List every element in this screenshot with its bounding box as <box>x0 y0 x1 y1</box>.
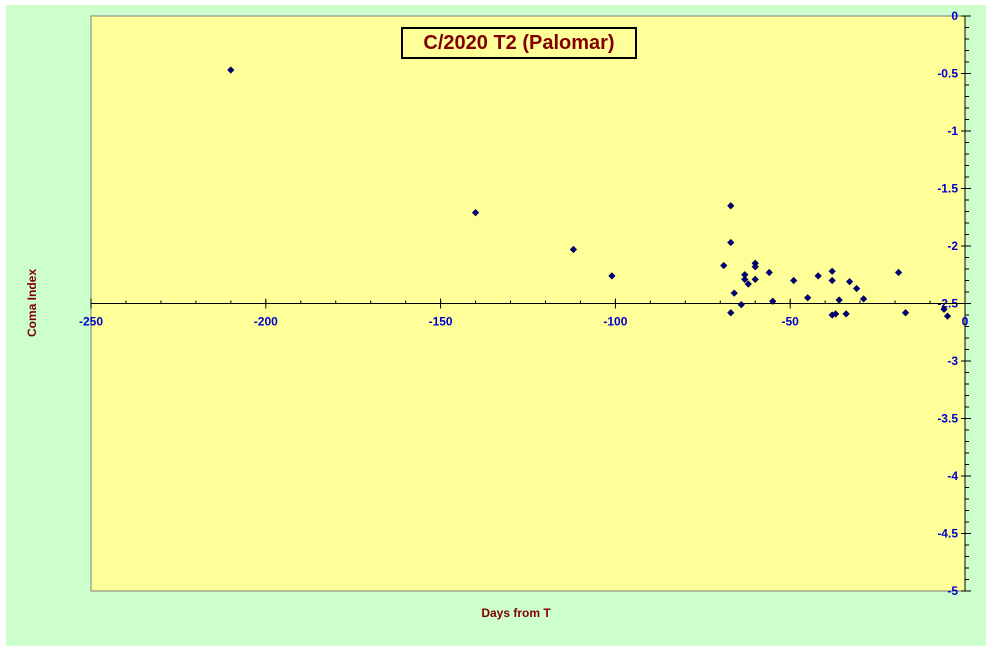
data-point <box>842 310 850 318</box>
y-axis: 0-0.5-1-1.5-2-2.5-3-3.5-4-4.5-5 <box>937 9 971 598</box>
data-point <box>227 66 235 74</box>
x-tick-label: 0 <box>962 315 969 329</box>
scatter-chart: 0-0.5-1-1.5-2-2.5-3-3.5-4-4.5-5 -250 -200… <box>25 9 971 620</box>
y-tick-label: 0 <box>951 9 958 23</box>
x-tick-label: -250 <box>79 315 103 329</box>
data-point <box>720 261 728 270</box>
x-tick-label: -150 <box>429 315 453 329</box>
data-point <box>852 284 861 293</box>
data-point <box>569 245 578 254</box>
data-point <box>846 278 854 286</box>
x-tick-label: -50 <box>782 315 800 329</box>
data-point <box>832 310 840 318</box>
x-axis: -250 -200 -150 -100 -50 0 <box>79 298 969 329</box>
y-tick-label: -1 <box>947 124 958 138</box>
data-point <box>741 275 749 283</box>
y-tick-label: -1.5 <box>937 182 958 196</box>
data-point <box>804 294 812 302</box>
data-point <box>727 309 735 317</box>
data-point <box>894 268 903 277</box>
data-point <box>744 280 752 288</box>
data-point <box>751 263 759 271</box>
data-point <box>901 309 910 317</box>
data-point <box>859 295 868 303</box>
data-point <box>943 312 952 320</box>
data-point <box>765 268 773 277</box>
x-tick-label: -100 <box>603 315 627 329</box>
data-point <box>828 276 836 285</box>
data-point <box>608 272 616 280</box>
data-point <box>727 238 735 247</box>
data-point <box>471 209 480 217</box>
data-points <box>227 66 952 320</box>
data-point <box>835 296 843 304</box>
data-point <box>828 267 836 275</box>
y-tick-label: -3.5 <box>937 412 958 426</box>
chart-title: C/2020 T2 (Palomar) <box>401 27 637 59</box>
data-point <box>940 305 948 313</box>
y-tick-label: -4 <box>947 469 958 483</box>
y-tick-label: -0.5 <box>937 67 958 81</box>
data-point <box>814 272 822 280</box>
y-axis-title: Coma Index <box>25 269 39 337</box>
data-point <box>730 289 738 297</box>
data-point <box>737 301 745 309</box>
data-point <box>751 275 759 283</box>
y-tick-label: -5 <box>947 584 958 598</box>
y-tick-label: -2 <box>947 239 958 253</box>
y-tick-label: -3 <box>947 354 958 368</box>
x-tick-label: -200 <box>254 315 278 329</box>
data-point <box>769 297 777 305</box>
data-point <box>727 202 735 210</box>
data-point <box>790 276 798 285</box>
chart-area: 0 -0.5 -1 -1.5 -2 -2.5 -3 -3.5 -4 -4.5 -5 -250 -200… <box>6 5 986 646</box>
y-tick-label: -4.5 <box>937 527 958 541</box>
x-axis-title: Days from T <box>481 606 551 620</box>
